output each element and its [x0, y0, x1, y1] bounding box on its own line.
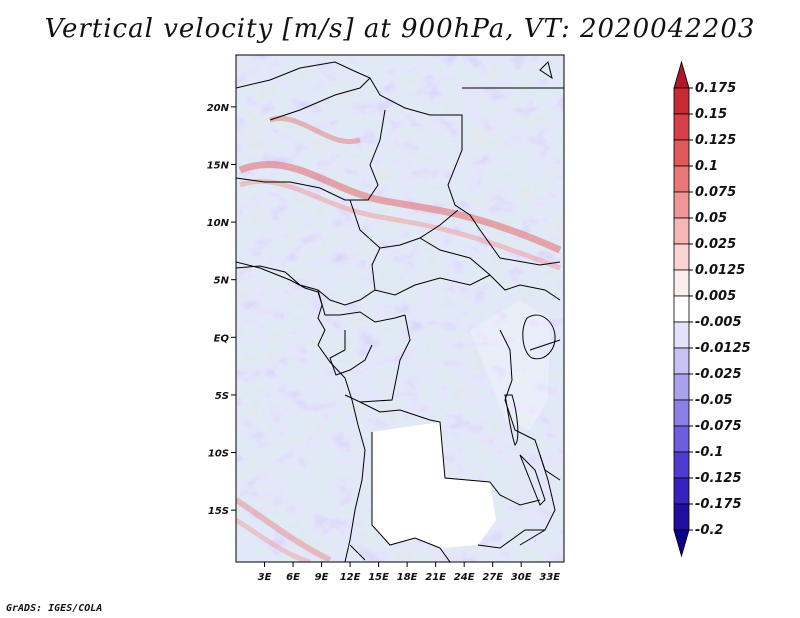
colorbar-label: -0.075 — [695, 419, 742, 434]
colorbar-swatch — [673, 295, 690, 323]
colorbar-swatch — [673, 477, 690, 505]
colorbar-swatch — [673, 217, 690, 245]
lon-tick-label: 6E — [286, 572, 300, 583]
colorbar-label: -0.2 — [695, 523, 723, 538]
map-frame — [235, 54, 565, 563]
colorbar-swatch — [673, 269, 690, 297]
lat-tick-label: 5N — [214, 276, 230, 287]
lat-tick-label: 10S — [208, 449, 229, 460]
colorbar-swatch — [673, 60, 690, 89]
lon-tick-label: 12E — [340, 572, 361, 583]
colorbar-swatch — [673, 425, 690, 453]
lon-tick-label: 9E — [315, 572, 329, 583]
longitude-axis: 3E 6E 9E 12E 15E 18E 21E 24E 27E 30E 33E — [258, 562, 560, 583]
colorbar-swatch — [673, 373, 690, 401]
colorbar-swatch — [673, 399, 690, 427]
lon-tick-label: 3E — [258, 572, 272, 583]
lon-tick-label: 18E — [397, 572, 418, 583]
colorbar-swatch — [673, 87, 690, 115]
lon-tick-label: 33E — [539, 572, 560, 583]
colorbar-label: 0.175 — [695, 81, 736, 96]
lon-tick-label: 24E — [454, 572, 475, 583]
colorbar-label: -0.0125 — [695, 341, 751, 356]
lon-tick-label: 30E — [511, 572, 532, 583]
colorbar-label: -0.175 — [695, 497, 742, 512]
colorbar-label: 0.05 — [695, 211, 727, 226]
country-boundaries — [236, 61, 564, 562]
colorbar-swatch — [673, 503, 690, 531]
lat-tick-label: 15S — [208, 506, 229, 517]
colorbar-swatch — [673, 529, 690, 558]
colorbar-label: -0.05 — [695, 393, 732, 408]
lat-tick-label: 20N — [207, 103, 230, 114]
colorbar-swatch — [673, 165, 690, 193]
colorbar: 0.175 0.15 0.125 0.1 0.075 0.05 0.025 0.0125 0.0… — [673, 60, 751, 558]
colorbar-swatch — [673, 451, 690, 479]
colorbar-label: 0.15 — [695, 107, 727, 122]
colorbar-label: 0.005 — [695, 289, 736, 304]
colorbar-label: 0.075 — [695, 185, 736, 200]
lat-tick-label: 5S — [215, 391, 229, 402]
lat-tick-label: 15N — [207, 160, 230, 171]
colorbar-swatch — [673, 139, 690, 167]
lon-tick-label: 15E — [368, 572, 389, 583]
velocity-field — [236, 55, 564, 562]
colorbar-label: -0.025 — [695, 367, 742, 382]
colorbar-label: -0.005 — [695, 315, 742, 330]
lon-tick-label: 21E — [425, 572, 446, 583]
colorbar-swatch — [673, 321, 690, 349]
colorbar-swatch — [673, 191, 690, 219]
colorbar-swatch — [673, 347, 690, 375]
lon-tick-label: 27E — [482, 572, 503, 583]
colorbar-swatch — [673, 243, 690, 271]
colorbar-label: 0.125 — [695, 133, 736, 148]
colorbar-swatch — [673, 113, 690, 141]
map-title: Vertical velocity [m/s] at 900hPa, VT: 2… — [44, 14, 756, 44]
colorbar-label: 0.0125 — [695, 263, 745, 278]
lat-tick-label: EQ — [214, 333, 230, 344]
credit-label: GrADS: IGES/COLA — [6, 603, 103, 614]
colorbar-label: -0.125 — [695, 471, 742, 486]
latitude-axis: 20N 15N 10N 5N EQ 5S 10S 15S — [207, 103, 236, 517]
lat-tick-label: 10N — [207, 218, 230, 229]
colorbar-label: 0.025 — [695, 237, 736, 252]
colorbar-label: -0.1 — [695, 445, 723, 460]
colorbar-label: 0.1 — [695, 159, 718, 174]
